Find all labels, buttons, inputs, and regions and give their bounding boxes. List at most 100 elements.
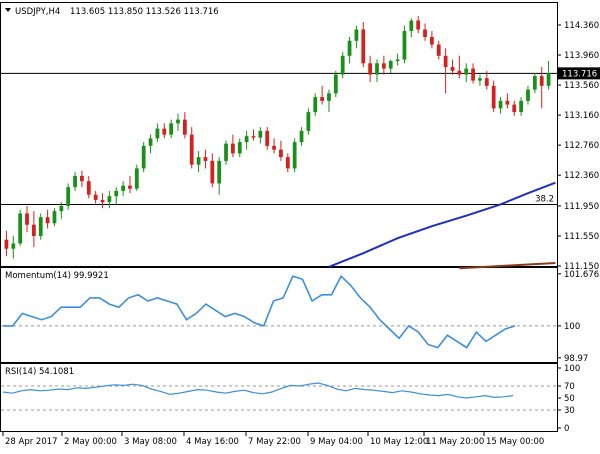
- time-tick-label: 10 May 12:00: [370, 437, 428, 447]
- candle-body: [169, 123, 174, 135]
- ohlc-readout: 113.605 113.850 113.526 113.716: [70, 7, 219, 17]
- candle-body: [478, 78, 482, 81]
- candle-body: [93, 194, 98, 200]
- rsi-series: [2, 382, 514, 399]
- candle-body: [38, 217, 43, 236]
- candle-body: [59, 205, 64, 212]
- candle-body: [162, 128, 167, 135]
- candle-body: [128, 185, 132, 189]
- candle-body: [134, 168, 139, 189]
- candle-body: [285, 157, 290, 169]
- candle-body: [512, 104, 517, 113]
- candle-body: [141, 145, 146, 169]
- candle-body: [306, 112, 311, 131]
- rsi-reference-lines: [1, 385, 557, 411]
- candle-body: [73, 175, 77, 188]
- candle-body: [381, 63, 386, 69]
- time-tick-label: 11 May 20:00: [426, 437, 484, 447]
- time-tick-label: 7 May 22:00: [248, 437, 301, 447]
- candle-body: [86, 181, 91, 195]
- momentum-tick-label: 100: [564, 322, 580, 332]
- candle-body: [148, 138, 153, 146]
- candle-body: [539, 76, 544, 86]
- candle-body: [532, 76, 537, 90]
- candle-body: [395, 59, 400, 62]
- candle-body: [203, 157, 208, 161]
- ma-slow-line: [459, 262, 556, 270]
- candle-body: [505, 100, 510, 105]
- candle-body: [11, 243, 16, 249]
- candle-body: [224, 143, 228, 161]
- rsi-tick-label: 50: [564, 394, 575, 404]
- candle-body: [231, 143, 235, 154]
- momentum-title: Momentum(14) 99.9921: [5, 271, 109, 281]
- candle-body: [272, 145, 276, 150]
- candle-body: [443, 55, 448, 68]
- candle-body: [457, 70, 462, 75]
- price-tick-label: 114.360: [564, 21, 599, 31]
- candle-body: [546, 73, 551, 86]
- candle-body: [210, 160, 215, 184]
- candle-body: [100, 199, 105, 203]
- price-tick-label: 113.960: [564, 51, 599, 61]
- price-tick-label: 111.550: [564, 232, 599, 242]
- candle-body: [320, 97, 324, 101]
- candle-body: [416, 20, 421, 30]
- rsi-tick-label: 0: [564, 424, 569, 434]
- candle-body: [409, 20, 414, 32]
- candle-body: [244, 136, 249, 143]
- candle-body: [121, 185, 125, 191]
- candle-body: [340, 55, 345, 75]
- candle-body: [107, 196, 112, 203]
- momentum-axis: 101.6765 100 98.97: [557, 270, 600, 364]
- candlesticks: [4, 16, 551, 259]
- momentum-tick-label: 101.6765: [564, 270, 600, 280]
- dropdown-arrow-icon[interactable]: [5, 8, 11, 12]
- candle-body: [292, 142, 297, 169]
- candle-body: [258, 130, 263, 138]
- candle-body: [333, 74, 338, 94]
- rsi-tick-label: 100: [564, 364, 580, 374]
- candle-body: [80, 175, 84, 182]
- moving-averages: [328, 181, 556, 270]
- rsi-line: [2, 382, 514, 399]
- momentum-line: [3, 274, 516, 349]
- price-axis: 114.360 113.960 113.560 113.160 112.760 112.3…: [557, 21, 600, 272]
- momentum-panel-frame: [0, 267, 558, 363]
- price-panel-frame: [0, 2, 558, 267]
- current-price-label: 113.716: [562, 69, 597, 79]
- candle-body: [66, 187, 71, 206]
- candle-body: [423, 29, 427, 38]
- price-tick-label: 111.150: [564, 262, 599, 272]
- price-tick-label: 113.560: [564, 81, 599, 91]
- candle-body: [18, 213, 23, 244]
- candle-body: [52, 211, 57, 224]
- price-tick-label: 113.160: [564, 111, 599, 121]
- candle-body: [4, 239, 9, 249]
- candle-body: [402, 31, 407, 60]
- candle-body: [498, 100, 503, 109]
- current-price-badge: [558, 67, 600, 80]
- time-tick-label: 3 May 08:00: [124, 437, 177, 447]
- momentum-series: [3, 274, 516, 349]
- candle-body: [484, 78, 489, 86]
- candle-body: [176, 119, 180, 124]
- candle-body: [217, 160, 222, 184]
- price-tick-label: 111.950: [564, 202, 599, 212]
- candle-body: [155, 128, 160, 139]
- candle-body: [368, 63, 373, 75]
- level-label: 38.2: [535, 194, 554, 204]
- price-tick-label: 112.760: [564, 141, 599, 151]
- candle-body: [279, 149, 283, 158]
- candle-body: [464, 68, 469, 75]
- candle-body: [388, 61, 393, 69]
- rsi-axis: 100 70 50 30 0: [557, 364, 580, 434]
- candle-body: [450, 67, 455, 71]
- rsi-title: RSI(14) 54.1081: [5, 367, 74, 377]
- candle-body: [430, 37, 434, 45]
- time-tick-label: 9 May 04:00: [310, 437, 363, 447]
- candle-body: [491, 85, 496, 109]
- candle-body: [327, 93, 331, 101]
